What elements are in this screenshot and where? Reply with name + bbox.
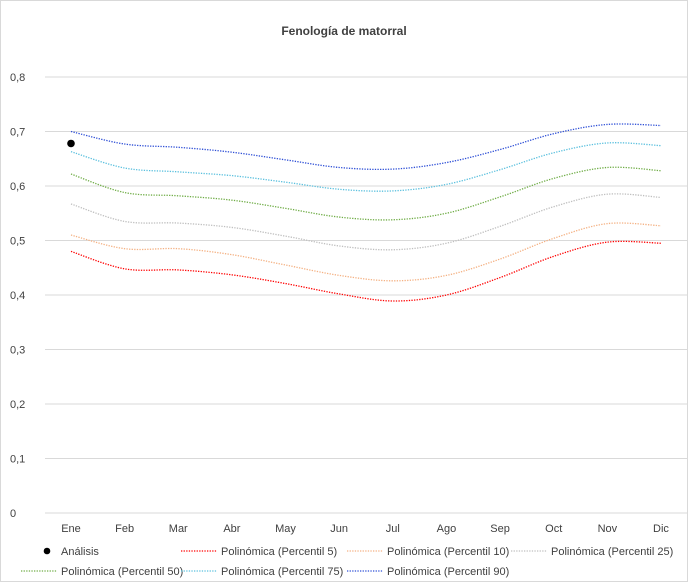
- y-axis: 0 0,1 0,2 0,3 0,4 0,5 0,6 0,7 0,8: [10, 72, 25, 520]
- legend: Análisis Polinómica (Percentil 5) Polinómi…: [21, 546, 673, 578]
- legend-label: Polinómica (Percentil 50): [61, 566, 183, 578]
- legend-label: Polinómica (Percentil 75): [221, 566, 343, 578]
- analysis-points: [67, 139, 75, 148]
- y-tick-label: 0,4: [10, 290, 25, 302]
- x-tick-label: Ago: [437, 523, 457, 535]
- y-tick-label: 0: [10, 508, 16, 520]
- y-tick-label: 0,2: [10, 399, 25, 411]
- x-tick-label: Mar: [169, 523, 188, 535]
- series-line-6: [70, 123, 662, 171]
- chart-title: Fenología de matorral: [281, 24, 406, 38]
- series-lines: [70, 123, 662, 302]
- gridlines: [45, 76, 687, 514]
- x-tick-label: Sep: [490, 523, 510, 535]
- series-line-3: [70, 193, 662, 251]
- x-tick-label: Jun: [330, 523, 348, 535]
- x-tick-label: Dic: [653, 523, 669, 535]
- legend-label: Polinómica (Percentil 90): [387, 566, 509, 578]
- series-line-1: [70, 240, 662, 302]
- legend-label: Polinómica (Percentil 10): [387, 546, 509, 558]
- y-tick-label: 0,1: [10, 454, 25, 466]
- y-tick-label: 0,7: [10, 127, 25, 139]
- legend-marker: [43, 547, 51, 555]
- legend-label: Análisis: [61, 546, 99, 558]
- analysis-point: [67, 139, 75, 148]
- legend-label: Polinómica (Percentil 25): [551, 546, 673, 558]
- legend-label: Polinómica (Percentil 5): [221, 546, 337, 558]
- x-tick-label: Feb: [115, 523, 134, 535]
- x-tick-label: Ene: [61, 523, 81, 535]
- x-tick-label: Nov: [598, 523, 618, 535]
- series-line-4: [70, 166, 662, 221]
- series-line-5: [70, 142, 662, 192]
- x-tick-label: Abr: [223, 523, 240, 535]
- x-axis: Ene Feb Mar Abr May Jun Jul Ago Sep Oct Nov Dic: [61, 523, 669, 535]
- y-tick-label: 0,8: [10, 72, 25, 84]
- y-tick-label: 0,6: [10, 181, 25, 193]
- x-tick-label: May: [275, 523, 296, 535]
- x-tick-label: Oct: [545, 523, 562, 535]
- series-line-2: [70, 222, 662, 282]
- y-tick-label: 0,5: [10, 236, 25, 248]
- y-tick-label: 0,3: [10, 345, 25, 357]
- x-tick-label: Jul: [386, 523, 400, 535]
